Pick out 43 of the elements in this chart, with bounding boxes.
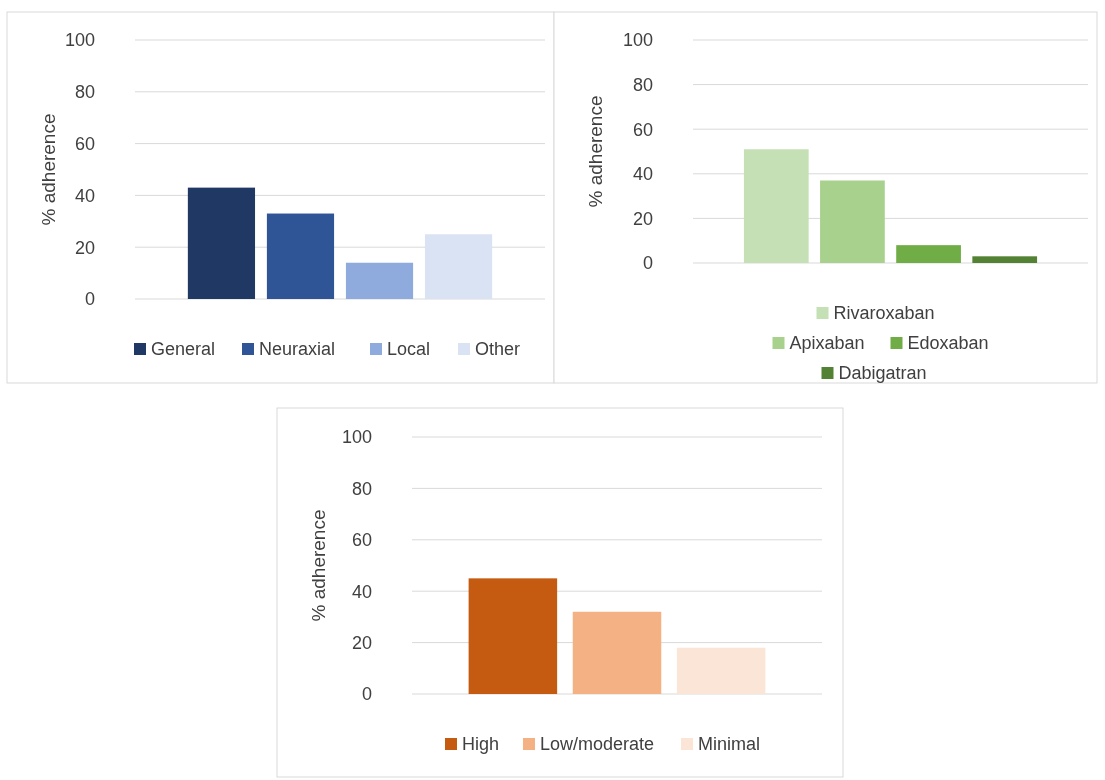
y-tick-label: 60 bbox=[351, 530, 372, 551]
legend-label: Low/moderate bbox=[540, 734, 655, 755]
y-tick-label: 80 bbox=[74, 82, 95, 103]
y-tick-label: 100 bbox=[341, 427, 372, 448]
legend-label: High bbox=[462, 734, 500, 755]
y-axis-title: % adherence bbox=[308, 509, 329, 622]
bar bbox=[572, 611, 662, 694]
y-tick-label: 80 bbox=[632, 74, 653, 95]
legend-label: General bbox=[151, 339, 216, 360]
y-axis-title: % adherence bbox=[585, 95, 606, 208]
y-tick-label: 60 bbox=[74, 133, 95, 154]
y-axis-title: % adherence bbox=[38, 113, 59, 226]
legend-label: Dabigatran bbox=[838, 363, 927, 384]
bar bbox=[468, 578, 558, 694]
y-tick-label: 60 bbox=[632, 119, 653, 140]
y-tick-label: 40 bbox=[74, 185, 95, 206]
y-tick-label: 20 bbox=[632, 208, 653, 229]
bar bbox=[187, 187, 256, 299]
y-tick-label: 20 bbox=[74, 237, 95, 258]
bar bbox=[972, 256, 1038, 263]
bar bbox=[743, 149, 809, 263]
y-tick-label: 0 bbox=[84, 289, 95, 310]
bar bbox=[676, 647, 766, 694]
legend-label: Apixaban bbox=[789, 333, 865, 354]
y-tick-label: 100 bbox=[622, 30, 653, 51]
y-tick-label: 40 bbox=[351, 581, 372, 602]
y-tick-label: 0 bbox=[361, 684, 372, 705]
bar bbox=[424, 234, 493, 299]
y-tick-label: 0 bbox=[642, 253, 653, 274]
legend-label: Edoxaban bbox=[907, 333, 989, 354]
y-tick-label: 80 bbox=[351, 478, 372, 499]
y-tick-label: 20 bbox=[351, 632, 372, 653]
legend-label: Minimal bbox=[698, 734, 761, 755]
bar bbox=[345, 262, 414, 299]
bar bbox=[820, 180, 885, 263]
legend-label: Neuraxial bbox=[259, 339, 336, 360]
bar bbox=[896, 245, 961, 263]
legend-label: Rivaroxaban bbox=[833, 303, 935, 324]
bar bbox=[266, 213, 335, 299]
legend-label: Other bbox=[475, 339, 521, 360]
y-tick-label: 100 bbox=[64, 30, 95, 51]
legend-label: Local bbox=[387, 339, 431, 360]
y-tick-label: 40 bbox=[632, 164, 653, 185]
